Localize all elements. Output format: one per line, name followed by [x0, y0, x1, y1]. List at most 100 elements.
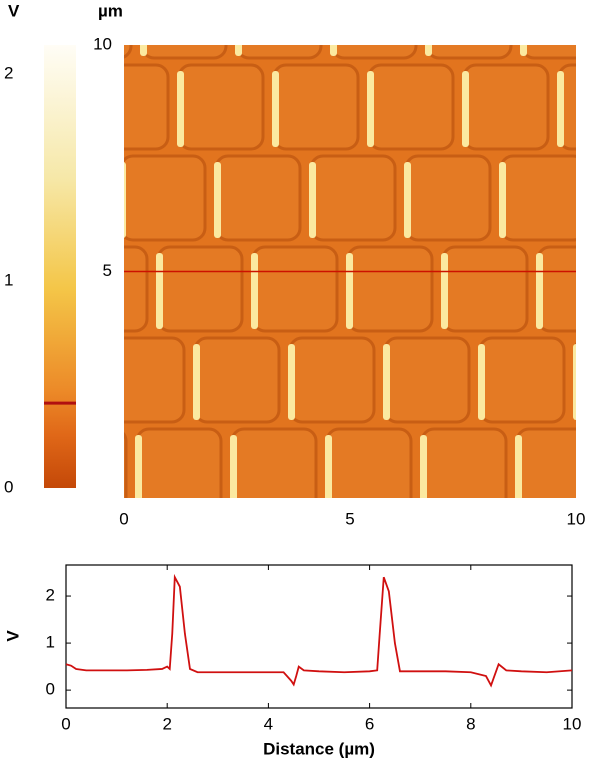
colorbar	[44, 45, 76, 488]
afm-cell	[269, 520, 353, 604]
afm-edge	[251, 253, 258, 329]
image-unit: µm	[98, 1, 123, 20]
afm-cell	[156, 245, 244, 333]
afm-edge	[267, 526, 274, 602]
afm-edge	[135, 435, 142, 498]
afm-edge	[557, 71, 564, 147]
afm-edge	[573, 344, 576, 420]
afm-edge	[98, 344, 105, 420]
afm-edge	[367, 71, 374, 147]
afm-edge	[235, 45, 242, 56]
afm-cell	[364, 520, 448, 604]
y-tick-label: 0	[46, 680, 55, 699]
afm-edge	[124, 162, 126, 238]
colorbar-tick-label: 0	[4, 477, 13, 496]
afm-cell	[309, 154, 397, 242]
afm-edge	[140, 45, 147, 56]
afm-edge	[383, 344, 390, 420]
afm-edge	[499, 162, 506, 238]
x-tick-label: 0	[119, 509, 128, 528]
afm-cell	[420, 427, 508, 498]
afm-edge	[457, 526, 464, 602]
afm-cell	[459, 520, 543, 604]
x-tick-label: 5	[345, 509, 354, 528]
afm-cell	[367, 63, 455, 151]
x-tick-label: 0	[61, 714, 70, 733]
afm-edge	[172, 526, 179, 602]
afm-cell	[177, 63, 265, 151]
x-tick-label: 4	[264, 714, 273, 733]
afm-cell	[462, 63, 550, 151]
afm-edge	[515, 435, 522, 498]
afm-cell	[478, 336, 566, 424]
x-axis-label: Distance (µm)	[263, 739, 375, 758]
afm-cell	[404, 154, 492, 242]
afm-cell	[272, 63, 360, 151]
afm-edge	[420, 435, 427, 498]
y-tick-label: 1	[46, 633, 55, 652]
afm-cell	[573, 342, 576, 418]
afm-edge	[77, 526, 84, 602]
afm-cell	[346, 245, 434, 333]
afm-cell	[425, 45, 513, 60]
afm-cell	[520, 45, 576, 60]
afm-edge	[156, 253, 163, 329]
x-tick-label: 8	[466, 714, 475, 733]
afm-edge	[552, 526, 559, 602]
afm-cell	[536, 245, 576, 333]
afm-edge	[193, 344, 200, 420]
afm-edge	[24, 162, 31, 238]
afm-cell	[124, 45, 133, 59]
afm-cell	[135, 427, 223, 498]
afm-edge	[3, 344, 10, 420]
afm-edge	[362, 526, 369, 602]
afm-cell	[325, 427, 413, 498]
afm-cell	[140, 45, 228, 60]
afm-cell	[124, 245, 149, 333]
plot-frame	[65, 564, 573, 709]
afm-edge	[425, 45, 432, 56]
afm-cell	[499, 154, 576, 242]
afm-cell	[235, 45, 323, 60]
y-tick-label: 5	[103, 261, 112, 280]
afm-cell	[79, 520, 163, 604]
afm-edge	[272, 71, 279, 147]
y-tick-label: 2	[46, 586, 55, 605]
afm-cell	[251, 245, 339, 333]
afm-edge	[441, 253, 448, 329]
afm-edge	[462, 71, 469, 147]
x-tick-label: 10	[567, 509, 586, 528]
afm-edge	[230, 435, 237, 498]
afm-edge	[478, 344, 485, 420]
afm-cell	[124, 63, 170, 151]
y-tick-label: 10	[93, 34, 112, 53]
afm-edge	[520, 45, 527, 56]
profile-curve	[65, 573, 573, 688]
afm-edge	[214, 162, 221, 238]
afm-edge	[309, 162, 316, 238]
afm-edge	[325, 435, 332, 498]
y-axis-label: V	[3, 630, 22, 642]
afm-cell	[288, 336, 376, 424]
afm-image	[3, 45, 576, 604]
afm-edge	[330, 45, 337, 56]
afm-cell	[124, 336, 186, 424]
afm-cell	[330, 45, 418, 60]
afm-edge	[177, 71, 184, 147]
x-tick-label: 10	[563, 714, 582, 733]
afm-cell	[441, 245, 529, 333]
afm-cell	[230, 427, 318, 498]
afm-cell	[174, 520, 258, 604]
afm-edge	[82, 71, 89, 147]
afm-edge	[288, 344, 295, 420]
x-tick-label: 6	[365, 714, 374, 733]
colorbar-tick-label: 2	[4, 63, 13, 82]
afm-cell	[515, 427, 576, 498]
colorbar-tick-label: 1	[4, 270, 13, 289]
afm-edge	[404, 162, 411, 238]
afm-cell	[193, 336, 281, 424]
afm-cell	[124, 154, 207, 242]
afm-edge	[536, 253, 543, 329]
